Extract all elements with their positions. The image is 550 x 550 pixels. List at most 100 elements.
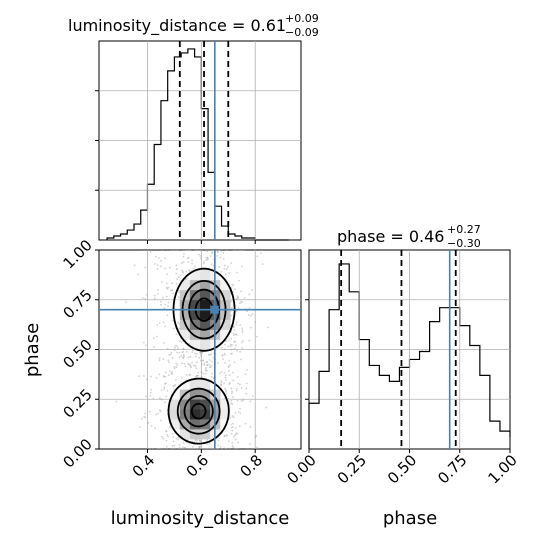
scatter-point xyxy=(157,292,159,295)
scatter-point xyxy=(265,406,268,409)
luminosity-distance-histogram xyxy=(99,41,301,241)
scatter-point xyxy=(223,382,226,385)
scatter-point xyxy=(223,264,226,267)
scatter-point xyxy=(143,415,146,418)
scatter-point xyxy=(231,445,234,447)
scatter-point xyxy=(216,254,219,257)
scatter-point xyxy=(178,443,181,446)
scatter-point xyxy=(228,383,230,386)
scatter-point xyxy=(168,353,170,356)
scatter-point xyxy=(239,407,241,410)
scatter-point xyxy=(212,264,215,267)
scatter-point xyxy=(198,250,201,251)
scatter-point xyxy=(171,448,174,449)
scatter-point xyxy=(230,352,232,355)
scatter-point xyxy=(227,365,230,368)
scatter-point xyxy=(177,438,180,441)
scatter-point xyxy=(164,382,167,385)
scatter-point xyxy=(224,378,227,381)
scatter-point xyxy=(160,303,162,306)
scatter-point xyxy=(182,357,185,360)
scatter-point xyxy=(226,434,228,437)
scatter-point xyxy=(170,289,172,292)
density-cell xyxy=(179,329,191,340)
scatter-point xyxy=(177,296,180,299)
scatter-point xyxy=(239,302,241,305)
scatter-point xyxy=(180,448,183,449)
scatter-point xyxy=(162,437,165,440)
scatter-point xyxy=(233,341,236,343)
scatter-point xyxy=(203,448,206,449)
scatter-point xyxy=(210,250,213,251)
scatter-point xyxy=(146,293,148,296)
phase-title: phase = 0.46 xyxy=(337,227,444,246)
scatter-point xyxy=(210,250,213,251)
scatter-point xyxy=(195,374,198,377)
scatter-point xyxy=(211,360,214,363)
scatter-point xyxy=(172,448,175,449)
scatter-point xyxy=(175,362,178,365)
scatter-point xyxy=(185,448,187,449)
scatter-point xyxy=(235,432,237,435)
scatter-point xyxy=(141,297,144,299)
scatter-point xyxy=(210,375,213,378)
scatter-point xyxy=(155,413,157,416)
scatter-point xyxy=(223,371,226,374)
scatter-point xyxy=(159,448,161,449)
density-cell xyxy=(220,319,231,330)
scatter-point xyxy=(194,448,197,449)
scatter-point xyxy=(199,351,202,354)
scatter-point xyxy=(208,442,211,445)
scatter-point xyxy=(235,448,237,449)
density-cell xyxy=(169,389,181,400)
scatter-point xyxy=(225,340,228,342)
scatter-point xyxy=(170,351,173,354)
scatter-point xyxy=(178,446,181,449)
scatter-point xyxy=(244,422,247,425)
scatter-point xyxy=(193,352,196,355)
scatter-point xyxy=(171,445,174,447)
scatter-point xyxy=(221,448,224,449)
joint-x-tick-label: 0.8 xyxy=(236,451,266,481)
scatter-point xyxy=(202,359,205,362)
phase-title-upper: +0.27 xyxy=(447,223,481,236)
scatter-point xyxy=(212,250,215,251)
scatter-point xyxy=(182,353,185,356)
scatter-point xyxy=(256,446,259,449)
scatter-point xyxy=(180,448,183,449)
scatter-point xyxy=(219,250,222,251)
scatter-point xyxy=(230,392,233,395)
scatter-point xyxy=(160,398,163,401)
dist-title: luminosity_distance = 0.61 xyxy=(68,16,286,36)
scatter-point xyxy=(192,448,195,449)
scatter-point xyxy=(199,439,202,442)
scatter-point xyxy=(167,374,170,376)
scatter-point xyxy=(166,273,169,276)
density-cell xyxy=(169,399,181,410)
scatter-point xyxy=(203,362,206,365)
scatter-point xyxy=(225,393,228,395)
scatter-point xyxy=(191,448,193,449)
scatter-point xyxy=(165,439,168,442)
scatter-point xyxy=(144,416,147,419)
scatter-point xyxy=(186,277,189,280)
density-cell xyxy=(200,379,211,390)
scatter-point xyxy=(227,345,230,348)
scatter-point xyxy=(194,448,196,449)
scatter-point xyxy=(191,446,194,448)
scatter-point xyxy=(229,343,232,346)
scatter-point xyxy=(188,269,191,272)
scatter-point xyxy=(187,256,190,259)
scatter-point xyxy=(193,448,195,449)
scatter-point xyxy=(211,372,213,375)
scatter-point xyxy=(137,273,139,276)
scatter-point xyxy=(173,250,176,251)
scatter-point xyxy=(149,394,152,397)
scatter-point xyxy=(211,251,214,254)
scatter-point xyxy=(170,372,173,375)
scatter-point xyxy=(202,359,204,362)
scatter-point xyxy=(166,314,169,317)
scatter-point xyxy=(227,266,229,268)
scatter-point xyxy=(203,364,206,366)
scatter-point xyxy=(177,321,180,324)
